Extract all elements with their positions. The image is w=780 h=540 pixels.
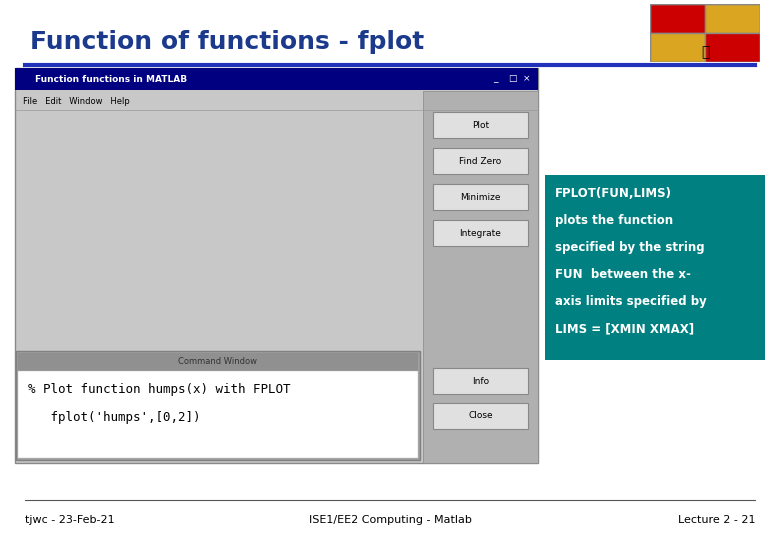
Text: axis limits specified by: axis limits specified by	[555, 295, 707, 308]
Text: tjwc - 23-Feb-21: tjwc - 23-Feb-21	[25, 515, 115, 525]
Text: specified by the string: specified by the string	[555, 241, 704, 254]
Text: ×: ×	[523, 75, 530, 84]
Bar	[705, 33, 760, 62]
Text: □: □	[508, 75, 516, 84]
Bar	[650, 4, 705, 33]
Text: Close: Close	[468, 411, 493, 421]
Text: Command Window: Command Window	[179, 357, 257, 367]
Text: Function of functions - fplot: Function of functions - fplot	[30, 30, 424, 54]
Text: Lecture 2 - 21: Lecture 2 - 21	[678, 515, 755, 525]
Text: LIMS = [XMIN XMAX]: LIMS = [XMIN XMAX]	[555, 322, 694, 335]
Text: File   Edit   Window   Help: File Edit Window Help	[23, 97, 129, 105]
Text: Integrate: Integrate	[459, 228, 502, 238]
Text: FUN  between the x-: FUN between the x-	[555, 268, 691, 281]
Text: FPLOT(FUN,LIMS): FPLOT(FUN,LIMS)	[555, 187, 672, 200]
Text: ISE1/EE2 Computing - Matlab: ISE1/EE2 Computing - Matlab	[309, 515, 471, 525]
Text: Plot: Plot	[472, 120, 489, 130]
Bar	[650, 33, 705, 62]
Text: Minimize: Minimize	[460, 192, 501, 201]
Text: 📖: 📖	[700, 45, 709, 59]
Text: Find Zero: Find Zero	[459, 157, 502, 165]
Text: _: _	[493, 75, 498, 84]
Text: % Plot function humps(x) with FPLOT: % Plot function humps(x) with FPLOT	[28, 383, 290, 396]
Text: Info: Info	[472, 376, 489, 386]
Text: plots the function: plots the function	[555, 214, 673, 227]
Text: fplot('humps',[0,2]): fplot('humps',[0,2])	[28, 411, 200, 424]
Bar	[705, 4, 760, 33]
Text: Function functions in MATLAB: Function functions in MATLAB	[35, 75, 187, 84]
